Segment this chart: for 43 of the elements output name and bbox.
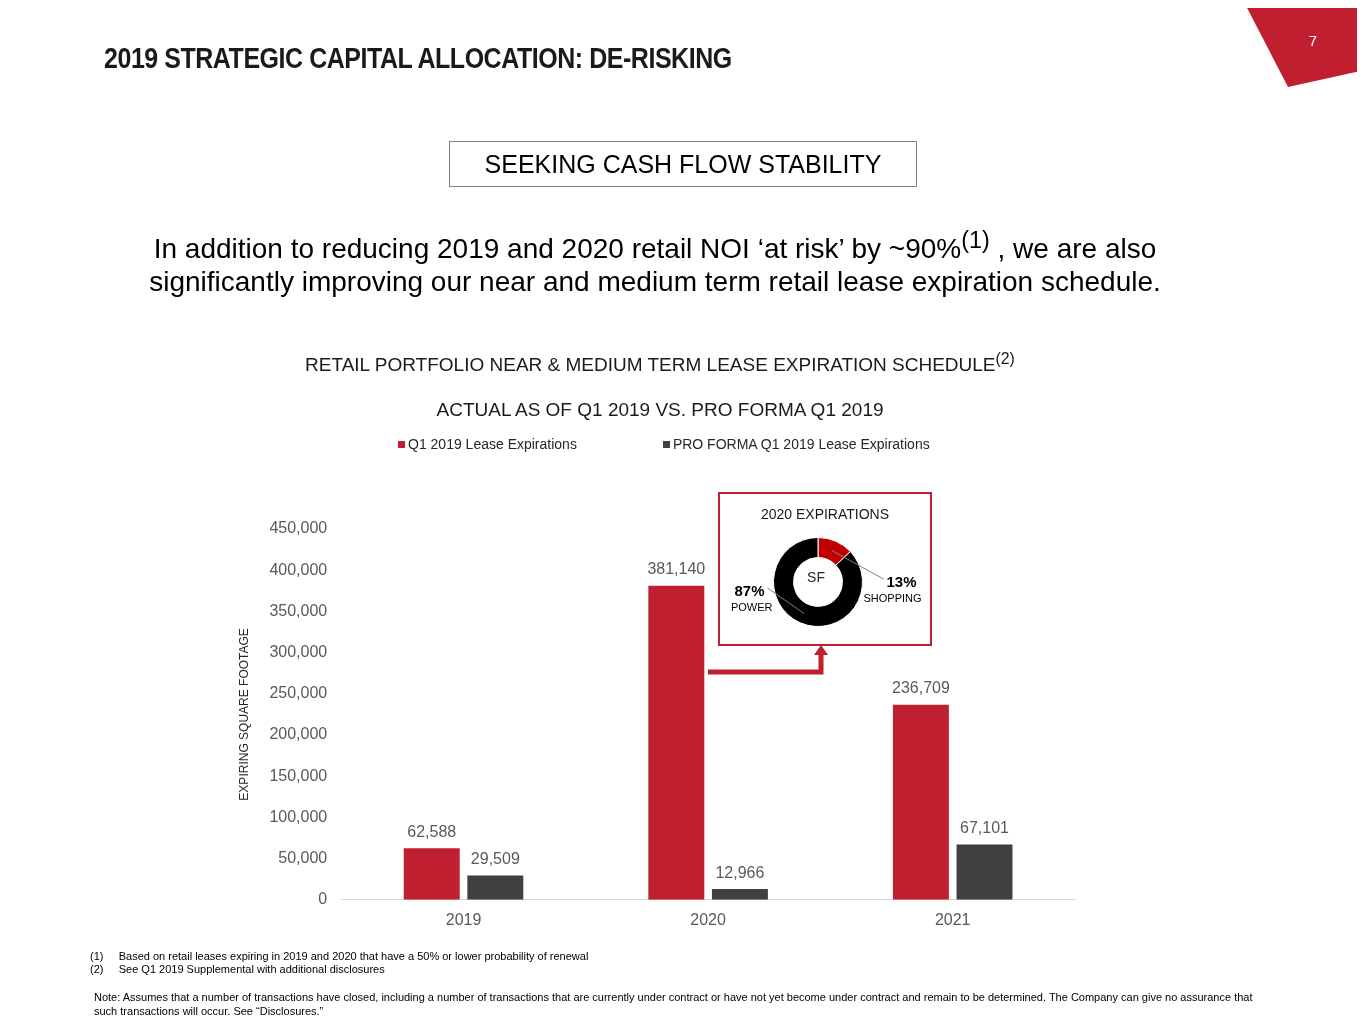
data-label: 29,509	[470, 849, 520, 867]
bar	[403, 848, 460, 900]
data-label: 381,140	[647, 560, 706, 578]
data-label: 12,966	[715, 863, 765, 881]
y-tick-label: 50,000	[278, 849, 328, 867]
data-label: 236,709	[891, 679, 950, 697]
text: (1) Based on retail leases expiring in 2019 and 2020 that have a 50% or lower probability of renewal	[90, 950, 589, 962]
bar	[711, 889, 768, 900]
text: In addition to reducing 2019 and 2020 retail NOI ‘at risk’ by ~90%$^{(1)}$ , we are also significantly improving our near and medium term retail lease expiration schedule.	[148, 226, 1162, 299]
text: SEEKING CASH FLOW STABILITY	[449, 141, 917, 187]
y-tick-label: 450,000	[269, 519, 328, 537]
y-tick-label: 200,000	[269, 725, 328, 743]
chart-subtitle: ACTUAL AS OF Q1 2019 VS. PRO FORMA Q1 2019	[435, 399, 885, 421]
data-label: 67,101	[960, 818, 1010, 836]
y-axis-title: EXPIRING SQUARE FOOTAGE	[236, 628, 251, 801]
chart-title: RETAIL PORTFOLIO NEAR & MEDIUM TERM LEASE EXPIRATION SCHEDULE$^{(2)}$	[304, 350, 1016, 378]
text: Note: Assumes that a number of transactions have closed, including a number of transactions that are currently under contract or have not yet become under contract and remain to be determined. The Company can give no assurance that such transactions will occur. See “Disclosures.”	[94, 990, 1254, 1018]
x-tick-label: 2021	[934, 910, 971, 928]
y-tick-label: 300,000	[269, 643, 328, 661]
y-tick-label: 400,000	[269, 560, 328, 578]
bar	[648, 585, 705, 900]
legend-label: Q1 2019 Lease Expirations	[408, 436, 577, 452]
text: 7	[1307, 32, 1319, 49]
bar	[956, 844, 1013, 900]
bar	[467, 875, 524, 900]
y-tick-label: 100,000	[269, 807, 328, 825]
legend-label: PRO FORMA Q1 2019 Lease Expirations	[672, 436, 930, 452]
x-tick-label: 2020	[690, 910, 727, 928]
y-tick-label: 250,000	[269, 684, 328, 702]
text: (2) See Q1 2019 Supplemental with additional disclosures	[90, 963, 385, 975]
text: 2019 STRATEGIC CAPITAL ALLOCATION: DE-RISKING	[104, 42, 732, 75]
x-tick-label: 2019	[445, 910, 482, 928]
y-tick-label: 150,000	[269, 766, 328, 784]
data-label: 62,588	[407, 822, 457, 840]
data-label: 87%	[734, 582, 765, 599]
bar	[892, 704, 949, 900]
y-tick-label: 350,000	[269, 601, 328, 619]
y-tick-label: 0	[318, 890, 328, 908]
annotation: SF	[807, 568, 825, 585]
chart-title: 2020 EXPIRATIONS	[759, 505, 891, 524]
slice-label: POWER	[730, 601, 773, 613]
slice-label: SHOPPING	[863, 592, 922, 604]
data-label: 13%	[886, 573, 917, 590]
